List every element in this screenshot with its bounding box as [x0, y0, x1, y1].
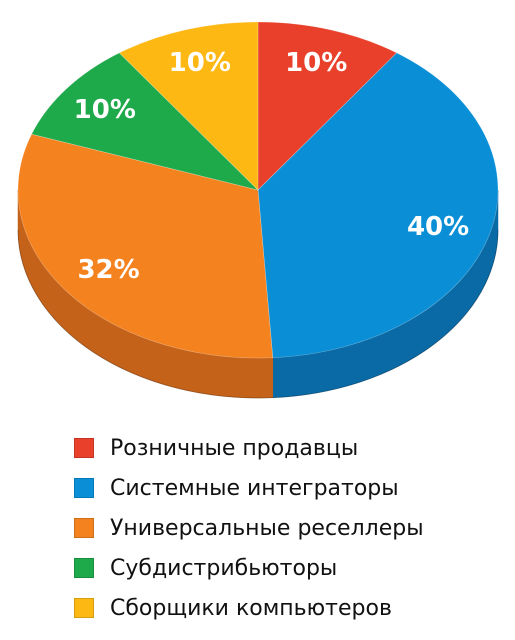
value-label-retailers: 10% — [285, 48, 347, 78]
legend-item-system-integrators: Системные интеграторы — [74, 468, 424, 508]
legend: Розничные продавцы Системные интеграторы… — [74, 428, 424, 628]
value-label-pc-assemblers: 10% — [169, 48, 231, 78]
legend-label: Системные интеграторы — [110, 475, 399, 501]
value-label-subdistributors: 10% — [74, 95, 136, 125]
pie-slice-retailers — [257, 21, 398, 191]
pie-rim — [17, 229, 499, 399]
pie-slice-subdistributors — [31, 52, 259, 191]
legend-swatch — [74, 518, 94, 538]
value-label-universal-resellers: 32% — [77, 255, 139, 285]
legend-swatch — [74, 438, 94, 458]
legend-item-subdistributors: Субдистрибьюторы — [74, 548, 424, 588]
legend-label: Сборщики компьютеров — [110, 595, 392, 621]
legend-label: Субдистрибьюторы — [110, 555, 338, 581]
value-label-system-integrators: 40% — [407, 212, 469, 242]
legend-swatch — [74, 558, 94, 578]
legend-swatch — [74, 478, 94, 498]
pie-slice-universal-resellers — [17, 133, 274, 359]
pie-slice-pc-assemblers — [118, 21, 259, 191]
pie-value-labels: 10% 40% 32% 10% 10% — [74, 48, 470, 285]
legend-label: Розничные продавцы — [110, 435, 359, 461]
legend-item-universal-resellers: Универсальные реселлеры — [74, 508, 424, 548]
legend-label: Универсальные реселлеры — [110, 515, 424, 541]
legend-swatch — [74, 598, 94, 618]
pie-slice-system-integrators — [257, 52, 499, 358]
pie-slices — [17, 21, 499, 359]
pie-chart: 10% 40% 32% 10% 10% — [17, 21, 499, 399]
legend-item-pc-assemblers: Сборщики компьютеров — [74, 588, 424, 628]
legend-item-retailers: Розничные продавцы — [74, 428, 424, 468]
